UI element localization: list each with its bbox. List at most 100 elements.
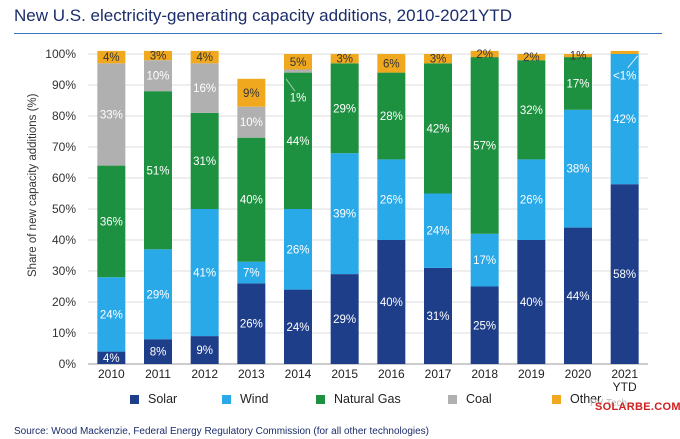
x-tick-label: 2014 [285, 367, 312, 381]
bar-segment-solar [377, 240, 406, 364]
data-label: 40% [520, 297, 543, 309]
bar-segment-solar [190, 336, 219, 364]
bar-segment-solar [517, 240, 546, 364]
data-label: 24% [100, 309, 123, 321]
x-tick-label: YTD [613, 380, 637, 392]
data-label: 31% [193, 156, 216, 168]
data-label: 6% [383, 58, 400, 70]
data-label: 10% [240, 117, 263, 129]
bar-segment-other [237, 78, 266, 107]
bar-segment-other [284, 54, 312, 70]
data-label: 1% [570, 51, 587, 63]
data-label: 40% [240, 195, 263, 207]
bar-segment-solar [470, 286, 499, 364]
legend-label: Wind [240, 392, 269, 406]
bar-segment-coal [144, 60, 172, 92]
data-label: 36% [100, 216, 123, 228]
data-label: 51% [146, 165, 169, 177]
data-label: 4% [196, 52, 213, 64]
bar-segment-wind [377, 159, 406, 240]
data-label: 44% [286, 136, 309, 148]
bar-segment-natural-gas [330, 63, 359, 154]
x-tick-label: 2012 [191, 367, 218, 381]
x-tick-label: 2010 [98, 367, 125, 381]
x-tick-label: 2018 [471, 367, 498, 381]
x-tick-label: 2021 [611, 367, 638, 381]
bar-segment-natural-gas [144, 91, 172, 250]
x-tick-label: 2017 [425, 367, 452, 381]
legend-swatch [552, 394, 561, 404]
bar-segment-wind [97, 277, 126, 352]
y-tick-label: 90% [52, 78, 76, 92]
bar-segment-solar [237, 283, 266, 364]
data-label: 3% [430, 54, 447, 66]
legend-swatch [130, 394, 139, 404]
bar-segment-other [517, 54, 546, 61]
legend-item-wind: Wind [222, 392, 268, 406]
chart-legend: Solar Wind Natural Gas Coal Other [0, 392, 680, 412]
data-label: 40% [380, 297, 403, 309]
data-label: 16% [193, 83, 216, 95]
leader-line [285, 78, 296, 92]
bar-segment-other [470, 50, 499, 58]
legend-item-natural-gas: Natural Gas [316, 392, 401, 406]
bar-segment-natural-gas [424, 63, 452, 194]
x-tick-label: 2019 [518, 367, 545, 381]
data-label: 39% [333, 209, 356, 221]
data-label: 2% [523, 52, 540, 64]
data-label: 33% [100, 109, 123, 121]
data-label: 9% [196, 345, 213, 357]
bar-segment-solar [97, 351, 126, 364]
stacked-bar-chart: 0% 10% 20% 30% 40% 50% 60% 70% 80% 90% 100% 2010 201… [45, 47, 648, 392]
y-tick-label: 20% [52, 295, 76, 309]
legend-item-solar: Solar [130, 392, 177, 406]
data-label: 32% [520, 105, 543, 117]
data-label: 4% [103, 52, 120, 64]
bar-segment-coal [97, 63, 126, 166]
bar-segment-wind [284, 209, 312, 290]
y-tick-label: 10% [52, 326, 76, 340]
x-tick-label: 2016 [378, 367, 405, 381]
legend-label: Solar [148, 392, 178, 406]
data-label: 58% [613, 269, 636, 281]
title-divider [14, 33, 662, 34]
data-label: <1% [613, 71, 636, 83]
bar-segment-other [610, 50, 639, 54]
x-tick-label: 2011 [145, 367, 171, 381]
legend-swatch [316, 394, 325, 404]
source-note: Source: Wood Mackenzie, Federal Energy R… [14, 426, 430, 437]
bar-segment-wind [517, 159, 546, 240]
data-label: 29% [146, 289, 169, 301]
data-label: 42% [613, 114, 636, 126]
bar-segment-natural-gas [470, 57, 499, 234]
y-tick-label: 60% [52, 171, 76, 185]
x-tick-label: 2013 [238, 367, 265, 381]
legend-label: Other [570, 392, 602, 406]
legend-label: Natural Gas [334, 392, 401, 406]
y-tick-label: 30% [52, 264, 76, 278]
bar-segment-natural-gas [564, 57, 592, 110]
data-label: 3% [336, 54, 353, 66]
legend-swatch [448, 394, 457, 404]
data-label: 9% [243, 88, 260, 100]
bar-segment-wind [237, 261, 266, 284]
data-label: 26% [286, 244, 309, 256]
legend-swatch [222, 394, 231, 404]
bar-segment-solar [424, 267, 452, 364]
data-label: 17% [473, 255, 496, 267]
bar-segment-solar [144, 339, 172, 364]
data-label: 28% [380, 111, 403, 123]
watermark: SOLARBE.COM [595, 401, 680, 413]
data-label: 7% [243, 268, 260, 280]
bar-segment-natural-gas [237, 137, 266, 262]
bar-segment-natural-gas [190, 112, 219, 209]
y-tick-label: 100% [45, 47, 76, 61]
leader-line [627, 55, 639, 69]
bar-segment-other [144, 50, 172, 61]
legend-label: Coal [466, 392, 492, 406]
bar-segment-coal [190, 63, 219, 113]
y-tick-label: 50% [52, 202, 76, 216]
bar-segment-wind [564, 109, 592, 228]
data-label: 1% [290, 92, 307, 104]
data-label: 29% [333, 103, 356, 115]
